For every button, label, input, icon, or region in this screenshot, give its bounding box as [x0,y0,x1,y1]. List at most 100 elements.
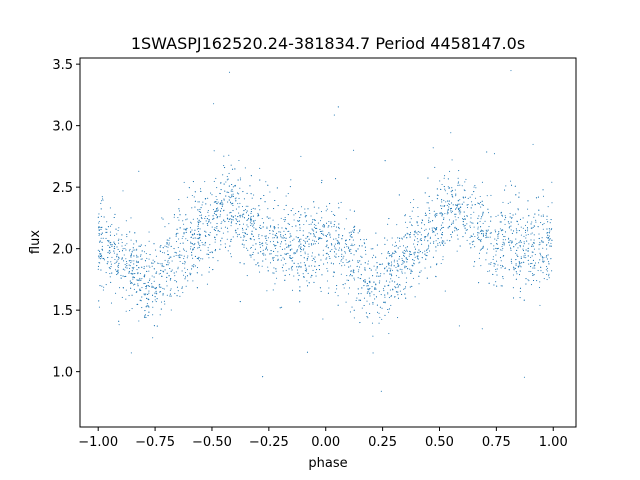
data-point [524,254,526,256]
data-point [311,252,314,254]
data-point [200,211,202,213]
data-point [252,253,254,256]
data-point [447,209,449,211]
data-point [396,224,398,226]
data-point [406,232,408,234]
data-point [373,294,375,296]
data-point [308,246,310,248]
data-point [298,220,301,222]
data-point [348,247,350,249]
data-point [169,256,171,258]
data-point [427,233,429,236]
data-point [341,238,343,240]
data-point [509,225,511,228]
data-point [98,233,100,235]
data-point [336,284,338,287]
data-point [488,226,490,228]
data-point [546,258,548,260]
data-point [519,291,521,293]
data-point [306,285,309,287]
data-point [470,213,472,216]
data-point [280,254,282,257]
data-point [457,199,459,201]
data-point [470,207,472,209]
data-point [443,205,445,207]
data-point [391,237,393,239]
data-point [360,274,362,276]
data-point [414,236,416,238]
data-point [504,231,507,233]
data-point [421,227,423,229]
data-point [369,295,371,297]
data-point [387,293,389,295]
data-point [208,220,210,222]
data-point [296,249,299,251]
data-point [97,268,99,270]
data-point [518,274,521,276]
data-point [319,237,321,239]
data-point [442,222,444,224]
data-point [398,276,400,279]
data-point [409,286,411,288]
data-point [287,230,289,233]
data-point [170,270,172,272]
data-point [404,293,406,295]
data-point [176,228,178,230]
data-point [253,221,255,223]
data-point [164,226,166,228]
data-point [448,219,451,221]
data-point [416,238,418,240]
data-point [114,242,116,245]
data-point [208,221,210,223]
data-point [239,202,241,204]
data-point [314,243,316,245]
data-point [342,284,344,286]
data-point [369,267,371,269]
data-point [308,223,310,226]
data-point [548,228,550,230]
data-point [297,220,299,222]
data-point [109,251,111,253]
data-point [274,234,276,236]
data-point [283,258,285,260]
data-point [325,235,327,237]
data-point [477,202,479,204]
data-point [535,219,537,221]
data-point [136,260,138,262]
data-point [401,259,403,261]
data-point [304,265,306,267]
data-point [339,263,341,265]
data-point [284,216,286,219]
data-point [192,237,194,239]
data-point [383,290,385,292]
data-point [361,245,363,247]
data-point [152,259,154,261]
data-point [243,263,245,265]
data-point [100,269,102,271]
x-tick-label: −0.50 [192,435,232,450]
data-point [534,225,536,227]
data-point [155,287,157,289]
data-point [404,286,407,288]
data-point [533,239,535,241]
data-point [136,249,138,251]
data-point [360,263,362,265]
data-point [401,257,403,259]
data-point [504,219,506,221]
data-point [257,262,259,264]
data-point [348,287,351,289]
data-point [546,270,549,272]
data-point [143,293,145,295]
data-point [499,249,501,251]
data-point [262,222,265,224]
data-point [519,241,521,243]
data-point [221,200,223,202]
data-point [381,263,383,265]
data-point [166,243,168,245]
data-point [107,252,109,254]
data-point [421,222,423,224]
data-point [319,220,322,222]
data-point [216,210,218,212]
data-point [545,256,547,258]
data-point [410,269,412,271]
